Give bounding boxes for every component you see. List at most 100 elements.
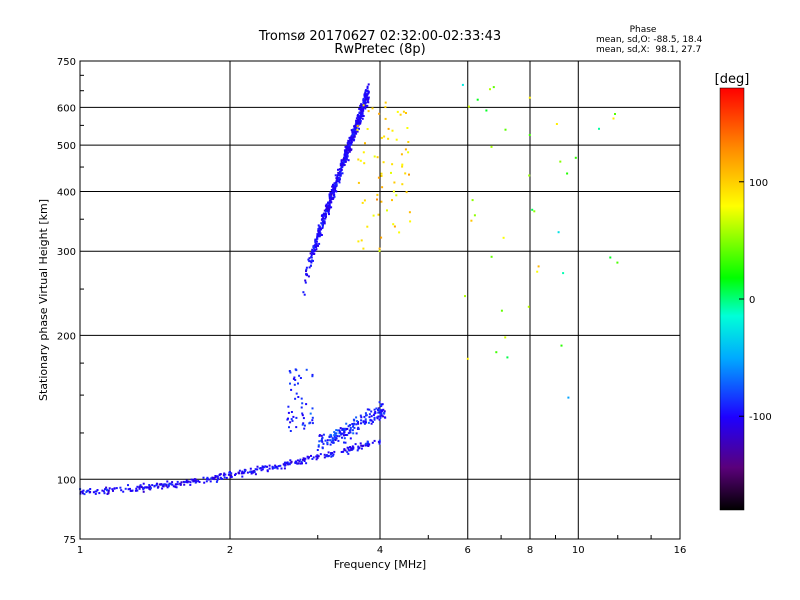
echo-point <box>334 439 337 441</box>
echo-point <box>349 149 352 152</box>
echo-point <box>350 139 353 142</box>
echo-point <box>322 433 325 436</box>
echo-point <box>528 134 531 136</box>
echo-point <box>333 195 336 198</box>
echo-point <box>321 220 324 223</box>
echo-point <box>192 479 195 482</box>
echo-point <box>107 490 110 493</box>
echo-point <box>377 176 380 179</box>
echo-point <box>344 159 347 161</box>
echo-point <box>374 412 377 414</box>
echo-point <box>308 266 311 269</box>
echo-point <box>175 486 178 489</box>
echo-point <box>383 410 386 413</box>
x-tick-label: 6 <box>465 545 471 556</box>
echo-point <box>346 434 349 436</box>
echo-point <box>347 432 350 435</box>
echo-point <box>223 472 226 475</box>
echo-point <box>238 469 241 472</box>
echo-point <box>318 229 321 232</box>
echo-point <box>380 409 383 412</box>
echo-point <box>500 309 503 312</box>
echo-point <box>384 416 387 419</box>
echo-point <box>314 241 317 244</box>
echo-point <box>315 458 318 461</box>
echo-point <box>290 418 293 421</box>
echo-point <box>355 122 358 125</box>
echo-point <box>476 98 479 101</box>
echo-point <box>290 388 293 391</box>
echo-point <box>363 422 366 425</box>
echo-point <box>330 455 333 458</box>
echo-point <box>381 410 384 413</box>
echo-point <box>330 198 333 201</box>
echo-point <box>307 275 310 278</box>
echo-point <box>320 214 323 217</box>
echo-point <box>258 467 261 470</box>
echo-point <box>362 247 365 250</box>
echo-point <box>402 110 405 113</box>
echo-point <box>335 437 338 440</box>
echo-point <box>344 434 347 436</box>
echo-point <box>329 439 332 442</box>
echo-point <box>124 487 127 490</box>
echo-point <box>297 396 300 398</box>
echo-point <box>326 208 329 211</box>
echo-point <box>316 454 319 457</box>
echo-point <box>559 160 562 163</box>
echo-point <box>290 411 293 413</box>
echo-point <box>273 466 276 469</box>
echo-point <box>222 474 225 477</box>
echo-point <box>129 489 132 492</box>
echo-point <box>314 249 317 252</box>
echo-point <box>365 96 368 98</box>
echo-point <box>289 459 292 462</box>
echo-point <box>340 168 343 171</box>
echo-point <box>304 279 307 282</box>
echo-point <box>298 374 301 377</box>
echo-point <box>396 110 399 113</box>
echo-point <box>254 473 257 476</box>
echo-point <box>82 489 85 492</box>
echo-point <box>212 476 215 479</box>
echo-point <box>348 141 351 144</box>
echo-point <box>379 416 382 419</box>
echo-point <box>407 151 410 154</box>
echo-point <box>368 416 371 419</box>
echo-point <box>320 234 323 236</box>
echo-point <box>297 462 300 465</box>
echo-point <box>329 453 332 456</box>
echo-point <box>166 486 169 489</box>
grid-lines <box>80 61 680 539</box>
echo-point <box>378 408 381 411</box>
phase-stats-header: Phase <box>630 25 657 35</box>
echo-point <box>301 402 304 405</box>
echo-point <box>305 268 308 271</box>
echo-point <box>334 186 337 189</box>
echo-point <box>326 439 329 442</box>
echo-point <box>340 163 343 166</box>
echo-point <box>310 261 313 264</box>
echo-point <box>349 446 352 448</box>
echo-point <box>340 451 343 453</box>
y-tick-label: 300 <box>57 247 76 258</box>
echo-point <box>598 127 600 130</box>
echo-point <box>305 270 307 273</box>
echo-point <box>221 478 224 480</box>
echo-point <box>340 167 342 170</box>
echo-point <box>237 471 240 474</box>
echo-point <box>360 447 363 450</box>
echo-point <box>407 141 410 143</box>
echo-point <box>378 112 381 115</box>
echo-point <box>358 111 361 114</box>
echo-point <box>139 484 142 487</box>
echo-point <box>305 273 308 276</box>
echo-point <box>362 108 364 110</box>
echo-point <box>338 174 341 176</box>
echo-point <box>351 429 354 432</box>
echo-point <box>348 146 351 149</box>
echo-point <box>202 476 205 479</box>
echo-point <box>338 435 341 438</box>
echo-point <box>382 161 385 164</box>
